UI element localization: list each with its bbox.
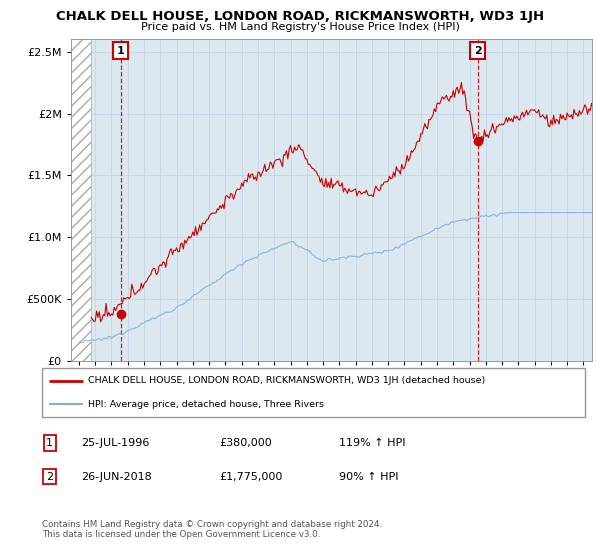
Text: 119% ↑ HPI: 119% ↑ HPI bbox=[339, 438, 406, 448]
Text: £1,775,000: £1,775,000 bbox=[219, 472, 283, 482]
Text: 1: 1 bbox=[46, 438, 53, 448]
Text: 2: 2 bbox=[46, 472, 53, 482]
Text: Contains HM Land Registry data © Crown copyright and database right 2024.
This d: Contains HM Land Registry data © Crown c… bbox=[42, 520, 382, 539]
Text: 1: 1 bbox=[117, 46, 124, 56]
Text: CHALK DELL HOUSE, LONDON ROAD, RICKMANSWORTH, WD3 1JH (detached house): CHALK DELL HOUSE, LONDON ROAD, RICKMANSW… bbox=[88, 376, 485, 385]
Text: 25-JUL-1996: 25-JUL-1996 bbox=[81, 438, 149, 448]
Text: 90% ↑ HPI: 90% ↑ HPI bbox=[339, 472, 398, 482]
Text: HPI: Average price, detached house, Three Rivers: HPI: Average price, detached house, Thre… bbox=[88, 400, 324, 409]
Text: 2: 2 bbox=[473, 46, 481, 56]
Text: Price paid vs. HM Land Registry's House Price Index (HPI): Price paid vs. HM Land Registry's House … bbox=[140, 22, 460, 32]
Text: 26-JUN-2018: 26-JUN-2018 bbox=[81, 472, 152, 482]
Text: CHALK DELL HOUSE, LONDON ROAD, RICKMANSWORTH, WD3 1JH: CHALK DELL HOUSE, LONDON ROAD, RICKMANSW… bbox=[56, 10, 544, 22]
Text: £380,000: £380,000 bbox=[219, 438, 272, 448]
